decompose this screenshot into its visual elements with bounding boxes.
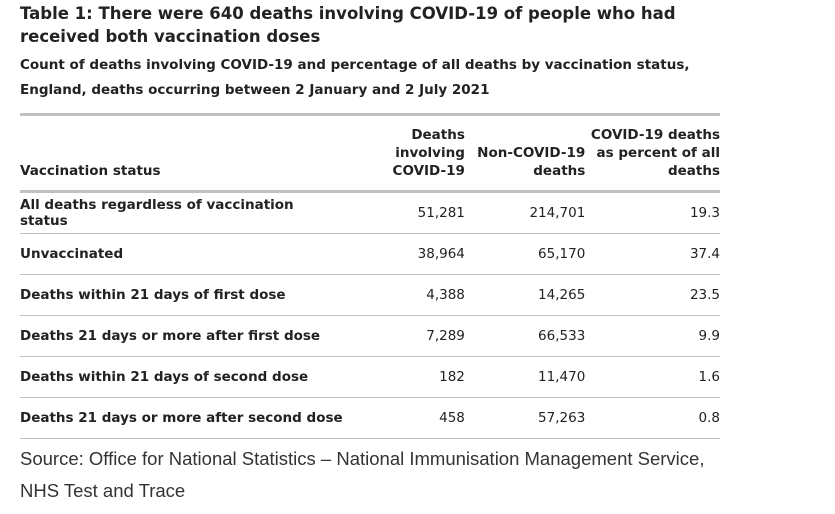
source-note: Source: Office for National Statistics –… xyxy=(20,448,705,501)
cell-percent: 9.9 xyxy=(585,315,720,357)
column-header-non-covid-deaths: Non-COVID-19 deaths xyxy=(464,116,586,193)
header-row: Vaccination status Deaths involving COVI… xyxy=(20,116,720,193)
top-rule xyxy=(20,113,720,116)
table-subtitle: Count of deaths involving COVID-19 and p… xyxy=(20,57,690,98)
table-row: Deaths 21 days or more after first dose … xyxy=(20,315,720,357)
cell-covid-deaths: 4,388 xyxy=(344,274,465,316)
cell-percent: 37.4 xyxy=(585,233,720,275)
cell-percent: 23.5 xyxy=(585,274,720,316)
cell-non-covid-deaths: 66,533 xyxy=(464,315,586,357)
cell-covid-deaths: 51,281 xyxy=(344,191,465,234)
column-header-percent: COVID-19 deaths as percent of all deaths xyxy=(585,116,720,193)
column-header-covid-deaths: Deaths involving COVID-19 xyxy=(344,116,465,193)
table-title: Table 1: There were 640 deaths involving… xyxy=(20,4,676,46)
cell-non-covid-deaths: 214,701 xyxy=(464,191,586,234)
table-row: Deaths 21 days or more after second dose… xyxy=(20,397,720,439)
row-label: All deaths regardless of vaccination sta… xyxy=(20,191,345,234)
cell-covid-deaths: 38,964 xyxy=(344,233,465,275)
data-table: Vaccination status Deaths involving COVI… xyxy=(20,116,720,439)
table-row: Deaths within 21 days of second dose 182… xyxy=(20,356,720,398)
row-label: Deaths within 21 days of first dose xyxy=(20,274,345,316)
cell-covid-deaths: 458 xyxy=(344,397,465,439)
table-row: All deaths regardless of vaccination sta… xyxy=(20,191,720,234)
cell-percent: 19.3 xyxy=(585,191,720,234)
cell-non-covid-deaths: 65,170 xyxy=(464,233,586,275)
column-header-vaccination-status: Vaccination status xyxy=(20,116,345,193)
cell-covid-deaths: 182 xyxy=(344,356,465,398)
table-row: Deaths within 21 days of first dose 4,38… xyxy=(20,274,720,316)
row-label: Deaths 21 days or more after second dose xyxy=(20,397,345,439)
cell-non-covid-deaths: 11,470 xyxy=(464,356,586,398)
table-container: Table 1: There were 640 deaths involving… xyxy=(20,0,720,507)
cell-covid-deaths: 7,289 xyxy=(344,315,465,357)
cell-percent: 1.6 xyxy=(585,356,720,398)
row-label: Unvaccinated xyxy=(20,233,345,275)
row-label: Deaths within 21 days of second dose xyxy=(20,356,345,398)
cell-percent: 0.8 xyxy=(585,397,720,439)
cell-non-covid-deaths: 14,265 xyxy=(464,274,586,316)
cell-non-covid-deaths: 57,263 xyxy=(464,397,586,439)
table-row: Unvaccinated 38,964 65,170 37.4 xyxy=(20,233,720,275)
row-label: Deaths 21 days or more after first dose xyxy=(20,315,345,357)
